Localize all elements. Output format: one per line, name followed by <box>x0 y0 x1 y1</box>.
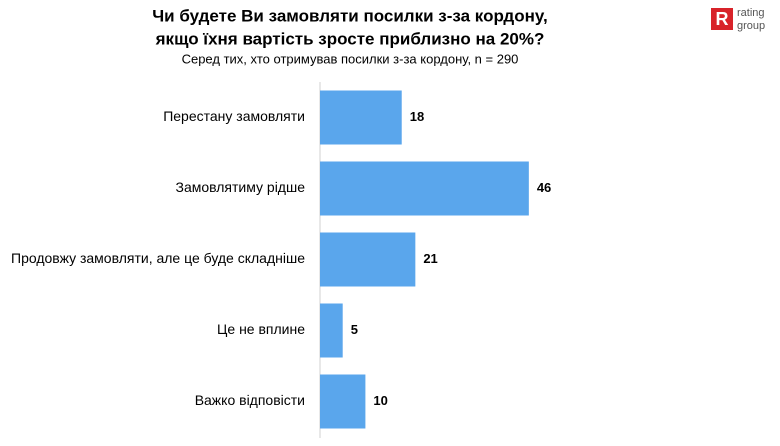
logo-text: rating <box>737 7 765 19</box>
bar <box>320 374 366 429</box>
value-label: 10 <box>373 393 387 408</box>
logo-text: group <box>737 20 765 32</box>
bar <box>320 161 529 216</box>
y-tick-label: Замовлятиму рідше <box>175 179 305 195</box>
value-label: 21 <box>423 251 437 266</box>
value-label: 5 <box>351 322 358 337</box>
value-label: 46 <box>537 180 551 195</box>
y-tick-label: Перестану замовляти <box>163 108 305 124</box>
chart-title: Чи будете Ви замовляти посилки з-за корд… <box>152 6 548 25</box>
bar <box>320 232 416 287</box>
y-tick-label: Важко відповісти <box>195 392 305 408</box>
y-tick-label: Продовжу замовляти, але це буде складніш… <box>11 250 305 266</box>
bar <box>320 303 343 358</box>
chart-subtitle: Серед тих, хто отримував посилки з-за ко… <box>182 51 519 66</box>
value-label: 18 <box>410 109 424 124</box>
y-tick-label: Це не вплине <box>217 321 305 337</box>
logo-mark: R <box>716 9 729 29</box>
logo-box <box>711 8 733 30</box>
chart-title: якщо їхня вартість зросте приблизно на 2… <box>155 29 545 48</box>
logo: R rating group <box>711 7 765 32</box>
bar <box>320 90 402 145</box>
